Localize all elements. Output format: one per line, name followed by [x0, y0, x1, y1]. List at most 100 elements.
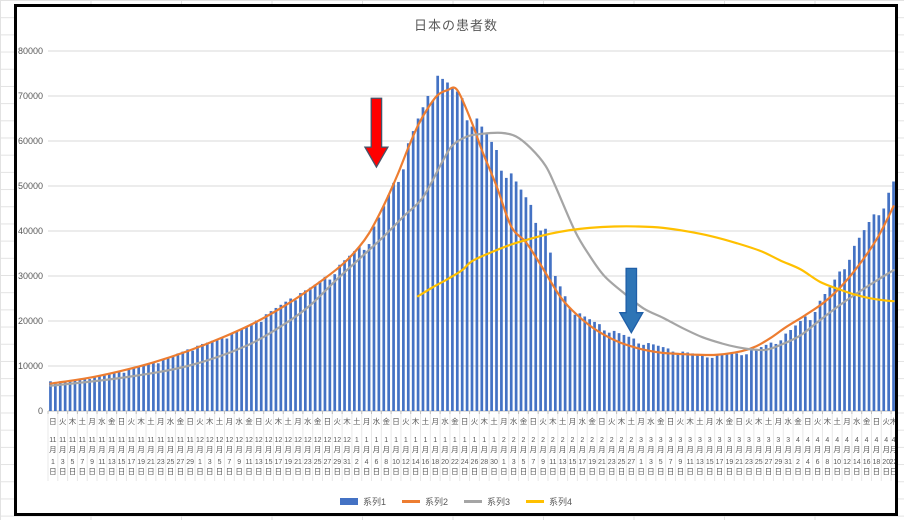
bar[interactable]: [774, 343, 778, 411]
bar[interactable]: [725, 354, 729, 411]
bar[interactable]: [877, 215, 881, 411]
bar[interactable]: [269, 311, 273, 411]
bar[interactable]: [475, 118, 479, 412]
bar[interactable]: [220, 337, 224, 411]
bar[interactable]: [147, 364, 150, 411]
bar[interactable]: [205, 342, 209, 411]
bar[interactable]: [857, 237, 861, 411]
bar[interactable]: [867, 222, 871, 411]
bar[interactable]: [705, 357, 709, 411]
bar[interactable]: [808, 320, 812, 411]
bar[interactable]: [583, 316, 587, 412]
bar[interactable]: [495, 150, 498, 411]
bar[interactable]: [142, 365, 145, 411]
bar[interactable]: [201, 343, 204, 411]
bar[interactable]: [284, 301, 288, 411]
bar[interactable]: [299, 293, 302, 411]
bar[interactable]: [652, 344, 655, 411]
bar[interactable]: [892, 181, 895, 412]
bar[interactable]: [799, 321, 802, 411]
bar[interactable]: [661, 347, 665, 411]
bar[interactable]: [289, 298, 292, 412]
bar[interactable]: [93, 376, 96, 411]
bar[interactable]: [137, 366, 141, 411]
bar[interactable]: [823, 294, 827, 411]
bar[interactable]: [294, 300, 297, 411]
bar[interactable]: [509, 173, 513, 411]
bar[interactable]: [259, 321, 263, 411]
red-down-arrow[interactable]: [363, 97, 390, 169]
bar[interactable]: [862, 230, 866, 411]
bar[interactable]: [117, 371, 121, 411]
bar[interactable]: [215, 339, 219, 411]
bar[interactable]: [553, 276, 557, 411]
bar[interactable]: [127, 369, 131, 411]
bar[interactable]: [264, 314, 268, 411]
bar[interactable]: [549, 252, 552, 411]
bar[interactable]: [720, 354, 724, 411]
bar[interactable]: [416, 118, 420, 412]
bar[interactable]: [421, 107, 425, 411]
blue-down-arrow[interactable]: [618, 267, 644, 335]
bar[interactable]: [112, 373, 116, 411]
bar[interactable]: [362, 249, 366, 411]
bar[interactable]: [392, 182, 395, 411]
bar[interactable]: [225, 338, 229, 411]
bar[interactable]: [480, 126, 484, 411]
bar[interactable]: [843, 269, 846, 411]
bar[interactable]: [166, 357, 170, 411]
bar[interactable]: [789, 330, 792, 411]
bar[interactable]: [397, 181, 400, 411]
bar[interactable]: [230, 333, 234, 411]
bar[interactable]: [730, 353, 734, 411]
legend-item-系列3[interactable]: 系列3: [464, 495, 510, 508]
bar[interactable]: [372, 226, 376, 412]
bar[interactable]: [617, 333, 621, 411]
bar[interactable]: [852, 245, 856, 411]
bar[interactable]: [607, 332, 611, 411]
bar[interactable]: [161, 359, 165, 411]
bar[interactable]: [181, 351, 185, 411]
series-line-2[interactable]: [49, 86, 895, 385]
bar[interactable]: [818, 300, 822, 411]
bar[interactable]: [402, 169, 405, 411]
bar[interactable]: [431, 100, 435, 412]
bar[interactable]: [83, 378, 87, 411]
bar[interactable]: [254, 320, 258, 411]
bar[interactable]: [303, 290, 307, 411]
bar[interactable]: [612, 330, 616, 411]
bar[interactable]: [519, 189, 523, 411]
series-line-3[interactable]: [49, 131, 895, 387]
bar[interactable]: [338, 264, 342, 411]
bar[interactable]: [357, 246, 361, 411]
bar[interactable]: [73, 379, 77, 411]
bar[interactable]: [637, 343, 641, 412]
bar[interactable]: [49, 381, 52, 411]
bar[interactable]: [313, 284, 317, 411]
bar[interactable]: [470, 126, 474, 411]
bar[interactable]: [504, 177, 508, 411]
chart-object[interactable]: 日本の患者数 0 10000 20000 30000 40000 50000 60000 70…: [14, 4, 898, 516]
bar[interactable]: [710, 357, 714, 411]
bar[interactable]: [328, 279, 332, 411]
bar[interactable]: [696, 354, 699, 411]
bar[interactable]: [882, 208, 886, 412]
bar[interactable]: [764, 344, 768, 411]
bar[interactable]: [411, 131, 415, 411]
bar[interactable]: [406, 143, 410, 411]
bar[interactable]: [78, 379, 82, 412]
bar[interactable]: [387, 195, 391, 411]
bar[interactable]: [779, 340, 783, 411]
bar[interactable]: [490, 141, 493, 411]
chart-canvas[interactable]: 0 10000 20000 30000 40000 50000 60000 70000 8000…: [17, 7, 895, 513]
bar[interactable]: [671, 351, 675, 411]
bar[interactable]: [367, 244, 371, 411]
bar[interactable]: [593, 321, 596, 411]
bar[interactable]: [122, 372, 126, 411]
bar[interactable]: [740, 355, 743, 411]
bar[interactable]: [500, 170, 503, 411]
bar[interactable]: [838, 271, 841, 412]
bar[interactable]: [152, 362, 155, 411]
bar[interactable]: [460, 98, 464, 411]
bar[interactable]: [784, 333, 788, 411]
